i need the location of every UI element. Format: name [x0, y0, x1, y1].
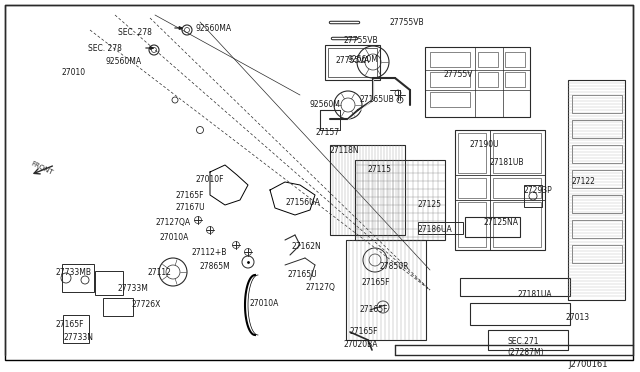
Bar [325, 45, 380, 80]
Text: 27157: 27157 [316, 128, 340, 137]
Bar [572, 145, 622, 163]
Bar [572, 170, 622, 188]
Bar [430, 72, 470, 87]
Bar [355, 160, 445, 240]
Text: 27190U: 27190U [470, 140, 500, 149]
Bar [458, 178, 486, 198]
Text: SEC. 278: SEC. 278 [118, 28, 152, 37]
Bar [425, 47, 530, 117]
Text: 27127QA: 27127QA [155, 218, 190, 227]
Bar [430, 92, 470, 107]
Text: SEC.271: SEC.271 [507, 337, 538, 346]
Bar [330, 145, 405, 235]
Bar [572, 195, 622, 213]
Bar [572, 95, 622, 113]
Text: 27755VA: 27755VA [336, 56, 371, 65]
Text: 27733MB: 27733MB [56, 268, 92, 277]
Bar [505, 72, 525, 87]
Text: 27118N: 27118N [330, 146, 360, 155]
Text: 27013: 27013 [565, 313, 589, 322]
Bar [418, 222, 463, 234]
Text: 27755VB: 27755VB [390, 18, 424, 27]
Text: 92560M: 92560M [310, 100, 341, 109]
Text: 27125NA: 27125NA [484, 218, 519, 227]
Text: 27865M: 27865M [199, 262, 230, 271]
Text: 27165F: 27165F [175, 191, 204, 200]
Text: 27020BA: 27020BA [344, 340, 378, 349]
Text: 27293P: 27293P [524, 186, 553, 195]
Text: 27165U: 27165U [288, 270, 317, 279]
Text: 27010: 27010 [62, 68, 86, 77]
Text: 92560MA: 92560MA [196, 24, 232, 33]
Text: 27165UB: 27165UB [359, 95, 394, 104]
Bar [465, 217, 520, 237]
Text: 27181UA: 27181UA [518, 290, 552, 299]
Text: 27162N: 27162N [291, 242, 321, 251]
Text: SEC. 278: SEC. 278 [88, 44, 122, 53]
Bar [328, 48, 377, 77]
Text: 27125: 27125 [418, 200, 442, 209]
Bar [62, 264, 94, 292]
Text: 27122: 27122 [572, 177, 596, 186]
Text: 27186UA: 27186UA [418, 225, 452, 234]
Text: 27165F: 27165F [56, 320, 84, 329]
Text: 92560MA: 92560MA [106, 57, 142, 66]
Text: 27010A: 27010A [160, 233, 189, 242]
Bar [63, 315, 89, 343]
Bar [103, 298, 133, 316]
Bar [572, 220, 622, 238]
Bar [430, 52, 470, 67]
Text: 27115: 27115 [368, 165, 392, 174]
Bar [493, 202, 541, 247]
Text: 27181UB: 27181UB [490, 158, 525, 167]
Bar [572, 120, 622, 138]
Bar [568, 80, 625, 300]
Bar [346, 240, 426, 340]
Bar [493, 178, 541, 198]
Text: 27112: 27112 [147, 268, 171, 277]
Text: FRONT: FRONT [30, 160, 54, 176]
Bar [505, 52, 525, 67]
Bar [458, 133, 486, 173]
Bar [524, 185, 542, 207]
Text: 92560M: 92560M [348, 55, 379, 64]
Bar [488, 330, 568, 350]
Bar [95, 271, 123, 295]
Bar [478, 52, 498, 67]
Bar [458, 202, 486, 247]
Bar [572, 245, 622, 263]
Bar [460, 278, 570, 296]
Text: (27287M): (27287M) [507, 348, 543, 357]
Text: 27127Q: 27127Q [305, 283, 335, 292]
Bar [493, 133, 541, 173]
Text: 27167U: 27167U [175, 203, 205, 212]
Text: 27112+B: 27112+B [192, 248, 227, 257]
Text: 27010A: 27010A [250, 299, 280, 308]
Text: J2700161: J2700161 [568, 360, 607, 369]
Text: 27165F: 27165F [362, 278, 390, 287]
Text: 27165F: 27165F [360, 305, 388, 314]
Text: 27850R: 27850R [380, 262, 410, 271]
Text: 27733M: 27733M [117, 284, 148, 293]
Text: 27165F: 27165F [350, 327, 378, 336]
Bar [478, 72, 498, 87]
Text: 27010F: 27010F [195, 175, 223, 184]
Bar [470, 303, 570, 325]
Text: 27726X: 27726X [131, 300, 161, 309]
Bar [455, 130, 545, 250]
Text: 27755V: 27755V [443, 70, 472, 79]
Text: 27156UA: 27156UA [285, 198, 320, 207]
Text: 27755VB: 27755VB [344, 36, 379, 45]
Text: 27733N: 27733N [63, 333, 93, 342]
